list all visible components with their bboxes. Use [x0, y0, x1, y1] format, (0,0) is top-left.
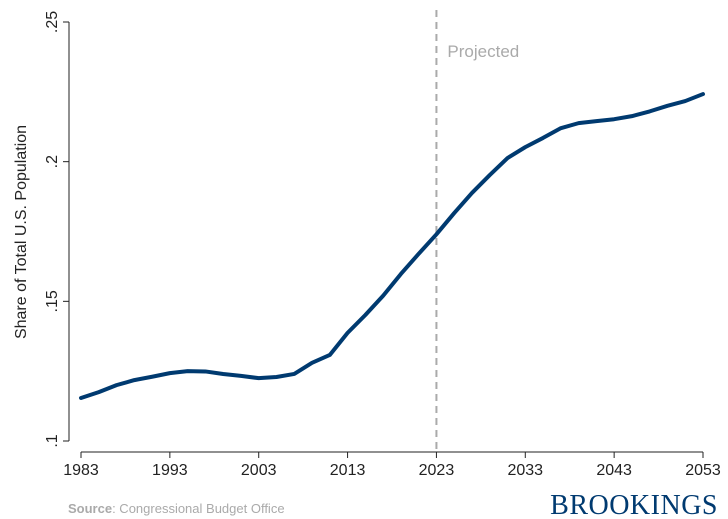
x-tick-label: 1983: [63, 462, 99, 479]
annotation: Projected: [447, 42, 519, 61]
y-tick-label: .2: [44, 155, 61, 168]
source-text: : Congressional Budget Office: [112, 501, 284, 516]
y-axis-title: Share of Total U.S. Population: [13, 125, 30, 339]
source: Source: Congressional Budget Office: [68, 501, 285, 516]
y-tick-label: .1: [44, 434, 61, 447]
source-label: Source: [68, 501, 112, 516]
y-tick-label: .25: [44, 11, 61, 33]
x-tick-label: 1993: [152, 462, 188, 479]
x-tick-label: 2043: [596, 462, 632, 479]
x-tick-label: 2003: [241, 462, 277, 479]
x-tick-label: 2053: [685, 462, 721, 479]
brand: BROOKINGS: [550, 490, 718, 519]
x-tick-label: 2013: [330, 462, 366, 479]
x-tick-label: 2023: [419, 462, 455, 479]
x-tick-label: 2033: [507, 462, 543, 479]
y-tick-label: .15: [44, 290, 61, 312]
line: [79, 92, 705, 400]
